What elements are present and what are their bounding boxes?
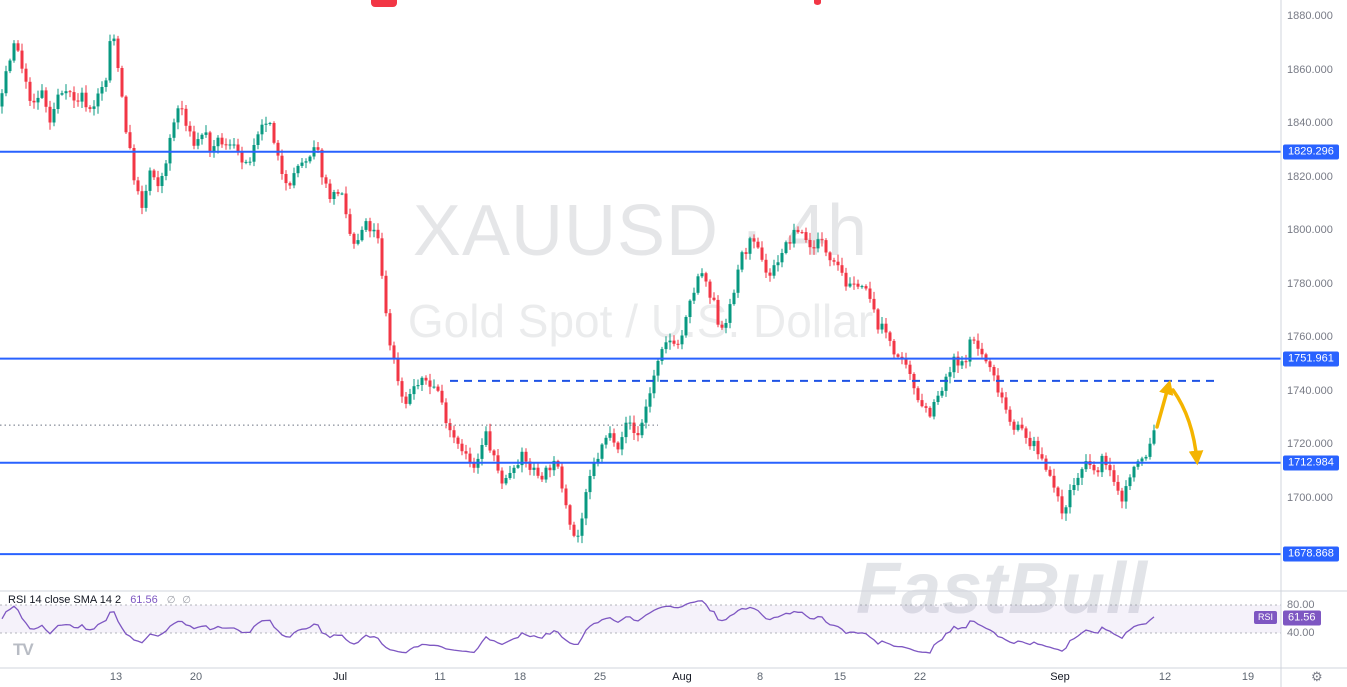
projection-arrow-down[interactable]: [1171, 388, 1204, 466]
tradingview-logo[interactable]: TV: [13, 640, 34, 659]
settings-gear-icon[interactable]: ⚙: [1311, 669, 1323, 684]
rsi-legend-title: RSI 14 close SMA 14 2: [8, 594, 122, 606]
rsi-line: [1, 600, 1155, 654]
rsi-indicator-legend[interactable]: RSI 14 close SMA 14 2 61.56 ∅ ∅: [8, 594, 193, 606]
clipped-red-dot: [814, 0, 821, 5]
candles: [0, 34, 1156, 544]
rsi-legend-icons[interactable]: ∅ ∅: [166, 595, 193, 606]
clipped-red-badge: [371, 0, 397, 7]
rsi-legend-value: 61.56: [130, 594, 158, 606]
projection-arrow-up[interactable]: [1155, 379, 1174, 429]
